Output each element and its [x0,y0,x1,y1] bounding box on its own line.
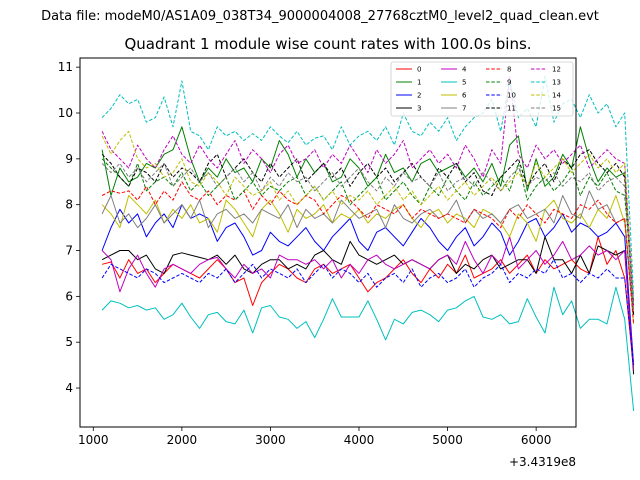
series-line-1 [101,126,635,306]
legend-label: 7 [462,105,466,113]
x-tick-label: 5000 [432,433,463,447]
legend-label: 14 [552,92,561,100]
series-line-11 [101,149,635,315]
legend-label: 12 [552,66,561,74]
plot-frame [79,57,577,428]
datafile-label: Data file: modeM0/AS1A09_038T34_90000040… [41,9,599,24]
y-tick-label: 7 [65,244,73,258]
legend-label: 8 [507,66,511,74]
series-line-8 [101,181,635,324]
y-tick-label: 8 [65,198,73,212]
chart-title: Quadrant 1 module wise count rates with … [124,35,531,53]
x-tick-label: 2000 [167,433,198,447]
y-tick-label: 11 [58,60,73,74]
x-tick-label: 4000 [344,433,375,447]
series-line-15 [101,162,635,311]
legend-label: 6 [462,92,467,100]
series-line-10 [101,259,635,366]
y-tick-label: 4 [65,381,73,395]
legend-label: 11 [507,105,516,113]
y-tick-label: 6 [65,289,73,303]
series-line-4 [101,236,635,370]
x-tick-label: 6000 [521,433,552,447]
series-line-5 [101,286,635,412]
x-offset-label: +3.4319e8 [509,455,576,469]
series-line-2 [101,204,635,366]
legend-label: 1 [417,79,421,87]
series-layer [101,75,635,412]
series-line-12 [101,75,635,306]
y-tick-label: 9 [65,152,73,166]
legend-label: 4 [462,66,467,74]
y-tick-label: 5 [65,335,73,349]
legend-label: 0 [417,66,421,74]
series-line-14 [101,130,635,311]
series-line-3 [101,236,635,375]
x-tick-label: 3000 [255,433,286,447]
legend-box [390,61,574,117]
series-line-9 [101,158,635,301]
series-line-7 [101,190,635,315]
x-tick-label: 1000 [78,433,109,447]
legend-label: 3 [417,105,421,113]
legend-label: 9 [507,79,511,87]
legend-label: 13 [552,79,561,87]
legend-label: 2 [417,92,421,100]
legend-label: 15 [552,105,561,113]
legend-label: 10 [507,92,516,100]
y-tick-label: 10 [58,106,73,120]
legend-label: 5 [462,79,466,87]
